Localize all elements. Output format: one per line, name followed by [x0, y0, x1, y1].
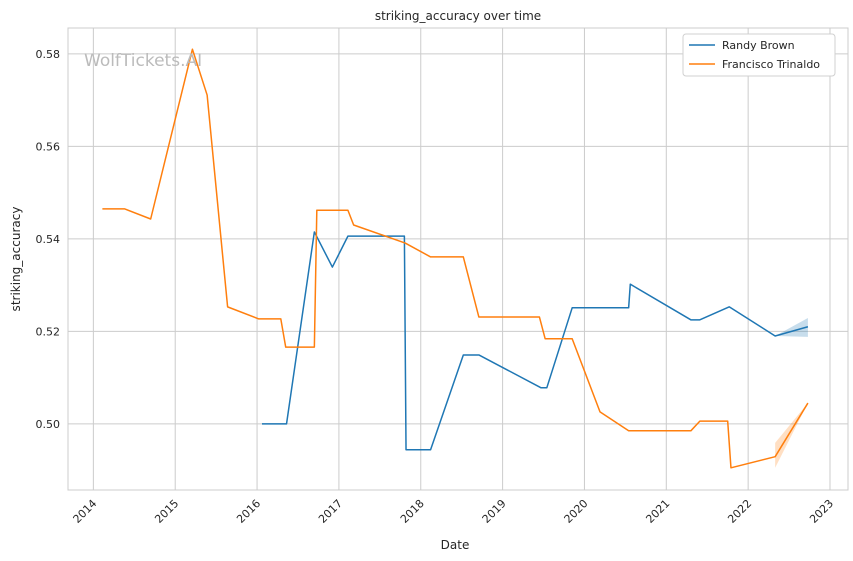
x-tick-label: 2023 [807, 497, 836, 526]
series-line-randy-brown [261, 231, 809, 451]
y-tick-label: 0.56 [36, 140, 61, 153]
y-axis-label: striking_accuracy [9, 207, 23, 312]
y-tick-label: 0.50 [36, 418, 61, 431]
x-tick-label: 2022 [725, 497, 754, 526]
legend: Randy Brown Francisco Trinaldo [682, 33, 836, 77]
legend-label: Randy Brown [722, 39, 795, 52]
x-tick-label: 2019 [480, 497, 509, 526]
x-tick-label: 2020 [562, 497, 591, 526]
chart-title: striking_accuracy over time [375, 9, 541, 23]
x-tick-label: 2017 [316, 497, 345, 526]
confidence-band [775, 403, 808, 468]
x-tick-label: 2016 [234, 497, 263, 526]
confidence-band [775, 317, 808, 337]
x-tick-label: 2021 [643, 497, 672, 526]
plot-frame [67, 27, 849, 491]
x-tick-label: 2015 [152, 497, 181, 526]
x-axis-label: Date [441, 538, 470, 552]
y-tick-label: 0.58 [36, 48, 61, 61]
y-tick-label: 0.52 [36, 325, 61, 338]
y-tick-label: 0.54 [36, 233, 61, 246]
series-line-francisco-trinaldo [102, 48, 809, 469]
watermark: WolfTickets.AI [84, 51, 202, 71]
x-tick-label: 2018 [398, 497, 427, 526]
legend-label: Francisco Trinaldo [722, 58, 820, 71]
x-tick-label: 2014 [71, 497, 100, 526]
